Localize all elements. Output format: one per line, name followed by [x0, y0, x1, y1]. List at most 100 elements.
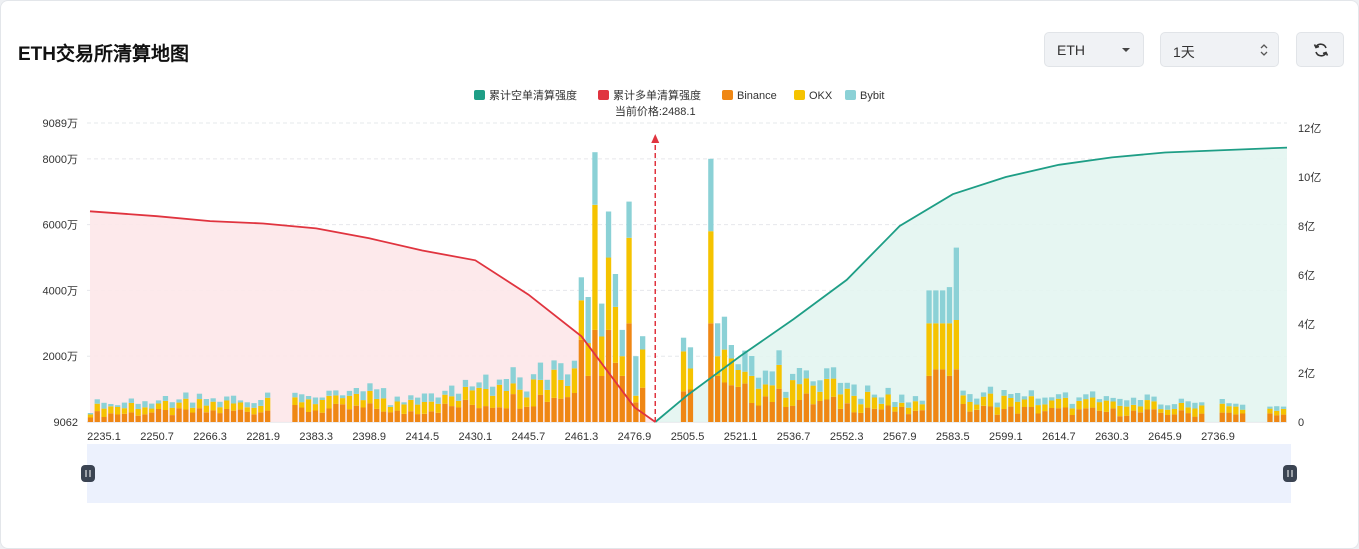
x-axis-tick-label: 2567.9 [883, 431, 917, 443]
binance-bar [749, 402, 755, 422]
zoom-slider-right-handle[interactable] [1283, 465, 1297, 482]
okx-bar [735, 370, 741, 387]
binance-bar [435, 412, 441, 422]
zoom-slider-left-handle[interactable] [81, 465, 95, 482]
binance-bar [251, 414, 257, 422]
bybit-bar [721, 316, 728, 350]
okx-bar [115, 407, 121, 415]
okx-bar [619, 356, 625, 376]
bybit-bar [1103, 396, 1109, 401]
binance-bar [203, 412, 209, 422]
legend-bybit-label: Bybit [860, 90, 884, 102]
binance-bar [633, 402, 639, 422]
bybit-bar [1226, 403, 1232, 407]
okx-bar [169, 407, 175, 415]
right-axis-tick-label: 0 [1298, 417, 1304, 429]
binance-bar [149, 412, 155, 422]
okx-bar [769, 385, 775, 402]
bybit-bar [517, 377, 523, 390]
okx-bar [162, 401, 169, 410]
okx-bar [1192, 408, 1198, 417]
okx-bar [953, 320, 959, 370]
right-axis: 0 2亿 4亿 6亿 8亿 10亿 12亿 [1298, 122, 1321, 429]
bybit-bar [224, 396, 230, 401]
binance-bar [728, 385, 734, 422]
zoom-slider-track[interactable] [87, 444, 1291, 503]
bybit-bar [299, 394, 305, 403]
refresh-button[interactable] [1296, 32, 1344, 67]
binance-bar [353, 405, 359, 422]
okx-bar [783, 397, 789, 407]
binance-bar [830, 396, 837, 422]
page-title: ETH交易所清算地图 [18, 44, 190, 65]
bybit-bar [217, 401, 223, 408]
okx-bar [687, 368, 694, 390]
bybit-bar [333, 390, 339, 396]
legend-short-label: 累计空单清算强度 [489, 88, 577, 102]
binance-bar [858, 412, 864, 422]
binance-bar [1117, 416, 1123, 422]
binance-bar [865, 407, 871, 422]
bybit-bar [837, 382, 844, 395]
period-select[interactable]: 1天 [1160, 32, 1279, 67]
okx-bar [510, 383, 516, 395]
x-axis-tick-label: 2599.1 [989, 431, 1023, 443]
okx-bar [1001, 395, 1007, 409]
okx-bar [251, 407, 257, 415]
bybit-bar [1151, 396, 1157, 402]
bybit-bar [353, 388, 359, 394]
okx-bar [408, 399, 414, 412]
okx-bar [217, 407, 223, 414]
binance-bar [1185, 413, 1191, 422]
binance-bar [1226, 412, 1232, 422]
bybit-bar [776, 350, 782, 365]
okx-bar [1199, 405, 1205, 414]
okx-bar [401, 404, 407, 414]
bybit-bar [210, 398, 216, 402]
okx-bar [1165, 409, 1171, 415]
x-axis-tick-label: 2505.5 [671, 431, 705, 443]
bybit-bar [1137, 400, 1144, 407]
bybit-bar [749, 356, 755, 376]
bybit-bar [449, 385, 455, 397]
bybit-bar [1274, 406, 1280, 411]
asset-select[interactable]: ETH [1044, 32, 1144, 67]
okx-bar [203, 405, 209, 413]
binance-bar [892, 411, 898, 422]
binance-bar [790, 405, 796, 422]
binance-bar [940, 369, 946, 422]
binance-bar [640, 387, 646, 422]
binance-bar [803, 393, 809, 422]
legend-swatch-bybit [845, 90, 856, 100]
binance-bar [1055, 408, 1062, 422]
x-axis-tick-label: 2414.5 [405, 431, 439, 443]
bybit-bar [94, 399, 100, 404]
okx-bar [558, 379, 564, 399]
okx-bar [312, 404, 319, 411]
bybit-bar [851, 384, 857, 396]
bybit-bar [155, 400, 162, 404]
bybit-bar [265, 392, 271, 398]
binance-bar [346, 409, 353, 422]
bybit-bar [435, 397, 441, 404]
okx-bar [987, 393, 994, 407]
bybit-bar [476, 382, 482, 388]
okx-bar [380, 398, 387, 412]
binance-bar [183, 409, 189, 422]
okx-bar [1076, 400, 1082, 410]
binance-bar [115, 414, 121, 422]
okx-bar [905, 407, 912, 414]
okx-bar [1069, 408, 1075, 415]
binance-bar [1110, 408, 1116, 422]
okx-bar [421, 402, 428, 414]
okx-bar [517, 389, 523, 409]
binance-bar [1219, 412, 1225, 422]
binance-bar [108, 413, 114, 422]
bybit-bar [230, 395, 237, 404]
bybit-bar [415, 397, 421, 405]
okx-bar [742, 371, 748, 384]
okx-bar [258, 405, 264, 413]
okx-bar [578, 300, 584, 340]
bybit-bar [919, 400, 925, 405]
okx-bar [824, 378, 830, 400]
